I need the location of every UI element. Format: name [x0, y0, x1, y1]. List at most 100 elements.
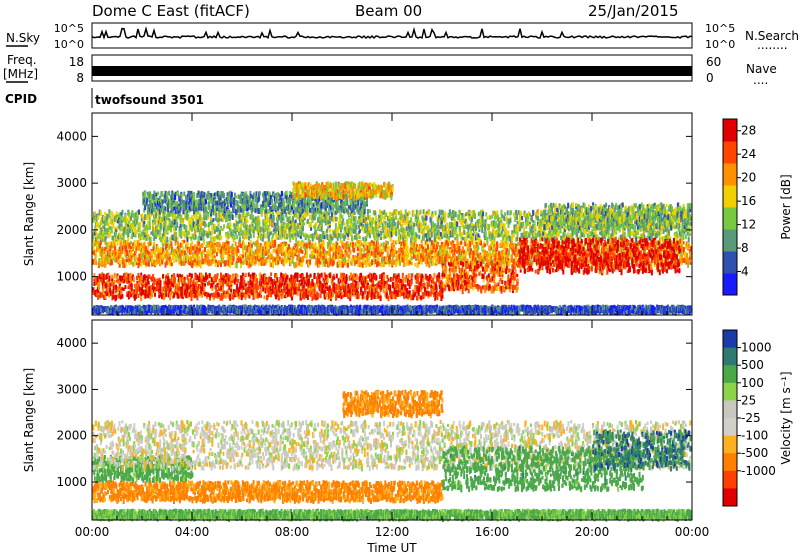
data-cell — [134, 234, 137, 238]
data-cell — [637, 245, 640, 250]
data-cell — [262, 246, 265, 252]
data-cell — [458, 249, 461, 255]
data-cell — [352, 278, 355, 283]
data-cell — [498, 251, 501, 257]
data-cell — [351, 291, 354, 296]
data-cell — [340, 292, 342, 296]
data-cell — [181, 274, 184, 279]
data-cell — [218, 280, 221, 284]
data-cell — [290, 277, 293, 282]
data-cell — [104, 291, 107, 296]
data-cell — [159, 260, 161, 267]
data-cell — [187, 255, 189, 259]
data-cell — [145, 294, 148, 298]
data-cell — [251, 257, 254, 263]
data-cell — [250, 280, 252, 286]
data-cell — [609, 242, 611, 247]
data-cell — [277, 291, 280, 297]
data-cell — [168, 285, 171, 290]
data-cell — [393, 249, 396, 254]
data-cell — [662, 259, 665, 264]
data-cell — [230, 292, 233, 299]
data-cell — [485, 255, 488, 261]
data-cell — [106, 273, 108, 280]
data-cell — [391, 255, 394, 260]
data-cell — [121, 294, 124, 299]
data-cell — [580, 242, 583, 247]
data-cell — [251, 260, 254, 265]
data-cell — [440, 244, 443, 249]
data-cell — [278, 282, 281, 289]
data-cell — [327, 252, 330, 256]
data-cell — [385, 240, 388, 245]
data-cell — [308, 291, 311, 296]
data-cell — [619, 258, 622, 265]
data-cell — [152, 246, 155, 251]
data-cell — [210, 259, 212, 266]
data-cell — [208, 273, 211, 278]
data-cell — [216, 275, 218, 280]
data-cell — [119, 279, 121, 284]
data-cell — [382, 242, 385, 248]
data-cell — [316, 295, 319, 300]
data-cell — [463, 249, 466, 255]
data-cell — [199, 260, 201, 265]
data-cell — [294, 272, 297, 279]
data-cell — [482, 246, 485, 251]
data-cell — [159, 248, 161, 253]
data-cell — [495, 256, 498, 261]
data-cell — [347, 283, 350, 289]
data-cell — [143, 221, 146, 225]
data-cell — [217, 260, 220, 266]
data-cell — [510, 240, 513, 245]
data-cell — [401, 242, 404, 247]
data-cell — [196, 292, 198, 296]
data-cell — [489, 253, 491, 258]
data-cell — [367, 282, 369, 288]
data-cell — [360, 280, 363, 286]
data-cell — [140, 276, 143, 281]
data-cell — [690, 246, 692, 252]
data-cell — [262, 251, 265, 258]
data-cell — [151, 261, 154, 267]
data-cell — [99, 249, 102, 254]
data-cell — [375, 262, 378, 268]
data-cell — [254, 278, 257, 284]
data-cell — [135, 255, 138, 260]
data-cell — [305, 294, 308, 299]
data-cell — [132, 276, 135, 283]
data-cell — [300, 243, 303, 248]
data-cell — [432, 241, 435, 246]
data-cell — [150, 288, 153, 295]
data-cell — [96, 243, 99, 249]
data-cell — [234, 250, 236, 255]
data-cell — [329, 239, 332, 244]
data-cell — [342, 281, 345, 285]
data-cell — [464, 240, 467, 247]
data-cell — [225, 247, 228, 251]
data-cell — [137, 241, 140, 246]
data-cell — [188, 286, 191, 290]
data-cell — [486, 240, 489, 246]
data-cell — [98, 284, 101, 290]
data-cell — [482, 255, 485, 260]
data-cell — [246, 256, 249, 260]
data-cell — [486, 258, 489, 263]
data-cell — [188, 272, 191, 277]
data-cell — [294, 280, 296, 285]
data-cell — [350, 241, 353, 248]
data-cell — [327, 273, 330, 277]
data-cell — [364, 289, 367, 295]
data-cell — [269, 242, 272, 246]
data-cell — [341, 244, 344, 248]
data-cell — [192, 251, 195, 257]
data-cell — [347, 286, 350, 290]
data-cell — [264, 259, 267, 263]
data-cell — [178, 295, 181, 299]
data-cell — [102, 250, 105, 256]
data-cell — [278, 290, 281, 294]
data-cell — [234, 290, 237, 295]
data-cell — [221, 246, 224, 250]
data-cell — [366, 259, 369, 265]
data-cell — [192, 246, 195, 250]
